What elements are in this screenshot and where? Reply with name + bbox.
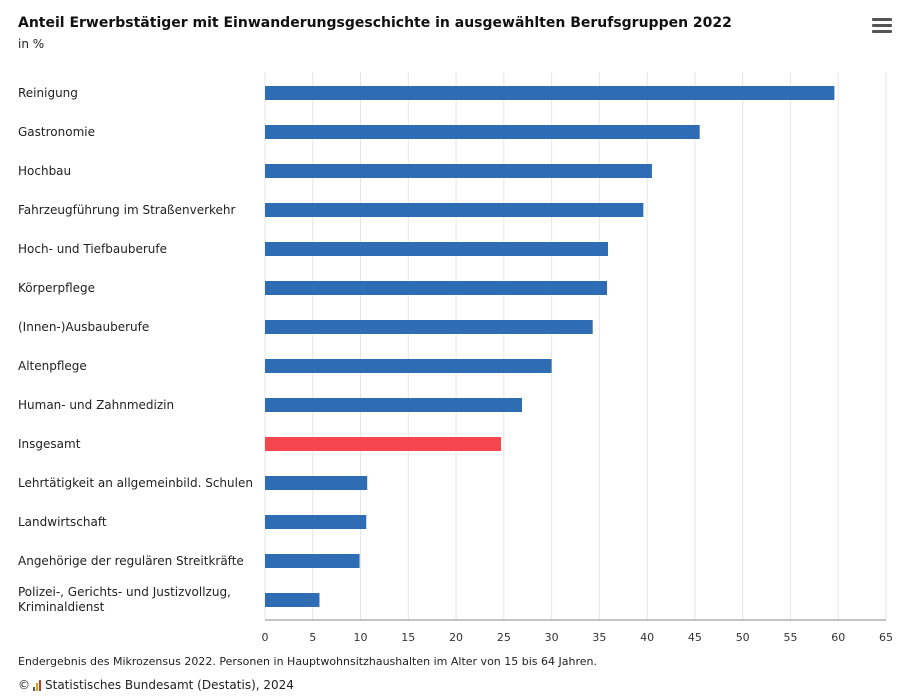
bar-chart: Reinigung Gastronomie Hochbau Fahrzeugführu…: [18, 72, 894, 644]
x-tick-label: 65: [879, 631, 893, 644]
category-label: Fahrzeugführung im Straßenverkehr: [18, 203, 236, 217]
category-label: Hoch- und Tiefbauberufe: [18, 242, 167, 256]
bar[interactable]: [265, 320, 593, 334]
bar[interactable]: [265, 554, 360, 568]
x-tick-label: 55: [783, 631, 797, 644]
bar[interactable]: [265, 86, 835, 100]
category-label: Angehörige der regulären Streitkräfte: [18, 554, 244, 568]
menu-icon[interactable]: [872, 18, 892, 34]
category-label: Hochbau: [18, 164, 71, 178]
bar[interactable]: [265, 281, 608, 295]
x-tick-label: 50: [736, 631, 750, 644]
x-tick-label: 25: [497, 631, 511, 644]
bar[interactable]: [265, 437, 501, 451]
credit: © Statistisches Bundesamt (Destatis), 20…: [18, 678, 294, 692]
category-label: Altenpflege: [18, 359, 87, 373]
bars: [265, 86, 835, 607]
category-labels: Reinigung Gastronomie Hochbau Fahrzeugführu…: [18, 86, 253, 614]
bar[interactable]: [265, 515, 367, 529]
source-note: Endergebnis des Mikrozensus 2022. Person…: [18, 655, 597, 668]
bar[interactable]: [265, 242, 608, 256]
category-label: Human- und Zahnmedizin: [18, 398, 174, 412]
x-tick-label: 60: [831, 631, 845, 644]
category-label: Reinigung: [18, 86, 78, 100]
x-tick-label: 0: [262, 631, 269, 644]
chart-title: Anteil Erwerbstätiger mit Einwanderungsg…: [18, 15, 732, 31]
credit-text: Statistisches Bundesamt (Destatis), 2024: [45, 678, 294, 692]
bar[interactable]: [265, 203, 644, 217]
category-label: Insgesamt: [18, 437, 81, 451]
category-label: Lehrtätigkeit an allgemeinbild. Schulen: [18, 476, 253, 490]
x-tick-label: 15: [401, 631, 415, 644]
copyright-symbol: ©: [18, 678, 30, 692]
x-tick-label: 5: [309, 631, 316, 644]
x-tick-label: 35: [592, 631, 606, 644]
x-axis-ticks: 0 5 10 15 20 25 30 35 40 45 50 55 60 65: [262, 631, 894, 644]
bar[interactable]: [265, 398, 522, 412]
category-label: (Innen-)Ausbauberufe: [18, 320, 149, 334]
x-tick-label: 30: [545, 631, 559, 644]
x-tick-label: 45: [688, 631, 702, 644]
bar[interactable]: [265, 476, 368, 490]
chart-subtitle: in %: [18, 37, 45, 51]
x-tick-label: 20: [449, 631, 463, 644]
category-label: Landwirtschaft: [18, 515, 107, 529]
category-label: Körperpflege: [18, 281, 95, 295]
category-label: Polizei-, Gerichts- und Justizvollzug, Kr…: [18, 585, 231, 614]
x-tick-label: 40: [640, 631, 654, 644]
grid-lines: [264, 72, 887, 621]
bar[interactable]: [265, 164, 652, 178]
category-label: Gastronomie: [18, 125, 95, 139]
bar[interactable]: [265, 359, 552, 373]
bar[interactable]: [265, 593, 320, 607]
x-tick-label: 10: [354, 631, 368, 644]
destatis-logo-icon: [33, 679, 41, 691]
bar[interactable]: [265, 125, 700, 139]
